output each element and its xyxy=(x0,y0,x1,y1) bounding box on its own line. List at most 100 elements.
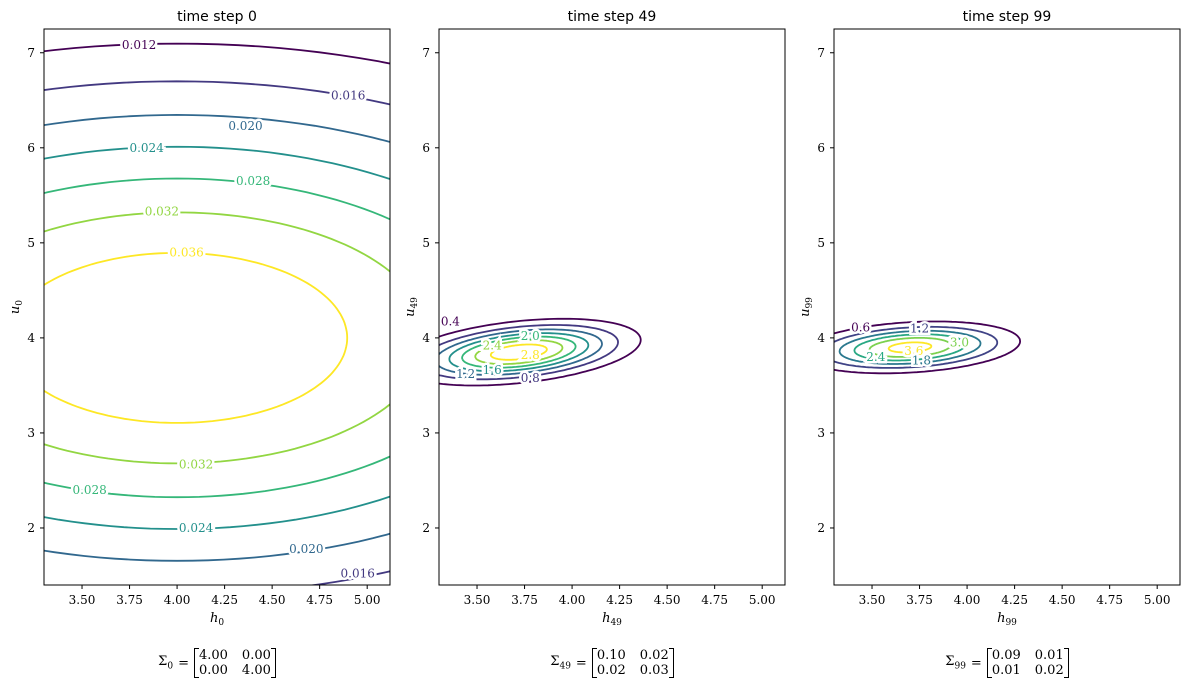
contour-label: 0.032 xyxy=(179,457,213,471)
contour-label: 2.0 xyxy=(521,329,540,343)
y-tick-label: 6 xyxy=(27,141,35,155)
contour-line xyxy=(44,80,390,585)
contour-label: 0.036 xyxy=(169,245,203,259)
contour-line xyxy=(448,332,590,373)
contour-line xyxy=(44,114,390,562)
y-tick-label: 7 xyxy=(27,46,35,60)
contour-line xyxy=(44,145,390,530)
y-tick-label: 4 xyxy=(422,331,430,345)
sigma-entry: 0.09 xyxy=(991,648,1021,663)
x-tick-label: 4.50 xyxy=(259,593,286,607)
contour-label: 2.8 xyxy=(521,348,540,362)
contour-label: 3.6 xyxy=(904,344,923,358)
contour-label: 0.016 xyxy=(331,89,365,103)
panel-1: 0.4 2.0 2.4 2.8 1.2 1.6 0.8 3.50 3.75 4.00 4.25 4.5… xyxy=(403,9,786,628)
sigma-entry: 0.03 xyxy=(639,663,669,678)
contour-line xyxy=(44,251,349,424)
panel-0: 0.012 0.016 0.020 0.024 0.028 0.032 0.036 0.032… xyxy=(8,9,391,628)
sigma-entry: 4.00 xyxy=(198,648,228,663)
x-tick-label: 3.50 xyxy=(859,593,886,607)
contour-label: 0.6 xyxy=(851,320,870,334)
y-tick-label: 5 xyxy=(27,236,35,250)
x-tick-label: 4.25 xyxy=(606,593,633,607)
y-tick-label: 2 xyxy=(422,521,430,535)
sigma-entry: 0.01 xyxy=(1034,648,1064,663)
plot-frame xyxy=(438,28,786,586)
y-tick-label: 7 xyxy=(422,46,430,60)
contour-line xyxy=(439,317,642,387)
x-tick-label: 3.50 xyxy=(464,593,491,607)
contour-line xyxy=(868,336,952,358)
x-tick-label: 3.75 xyxy=(906,593,933,607)
x-tick-label: 3.75 xyxy=(116,593,143,607)
y-tick-label: 5 xyxy=(422,236,430,250)
contour-label: 1.6 xyxy=(483,363,502,377)
plot-frame xyxy=(833,28,1181,586)
panel-title: time step 0 xyxy=(177,9,257,25)
sigma-entry: 0.00 xyxy=(241,648,271,663)
y-tick-label: 2 xyxy=(27,521,35,535)
contour-label: 0.016 xyxy=(341,567,375,581)
x-axis-label: h99 xyxy=(997,611,1017,628)
contour-label: 3.0 xyxy=(950,336,969,350)
x-tick-label: 4.50 xyxy=(654,593,681,607)
sigma-entry: 0.10 xyxy=(596,648,626,663)
sigma-matrix: Σ0 = 4.00 0.00 0.00 4.00 xyxy=(158,648,276,678)
x-tick-label: 4.25 xyxy=(211,593,238,607)
contour-label: 0.4 xyxy=(441,315,460,329)
contour-label: 2.4 xyxy=(483,338,502,352)
y-tick-label: 7 xyxy=(817,46,825,60)
y-tick-label: 3 xyxy=(817,426,825,440)
contour-line xyxy=(489,343,548,361)
panel-2: 0.6 1.2 3.0 3.6 2.4 1.8 3.50 3.75 4.00 4.25 4.50 4.… xyxy=(798,9,1181,628)
contour-label: 1.2 xyxy=(456,367,475,381)
y-tick-label: 4 xyxy=(817,331,825,345)
contour-line xyxy=(474,339,564,366)
sigma-entry: 0.02 xyxy=(639,648,669,663)
contour-label: 2.4 xyxy=(866,350,885,364)
contour-line xyxy=(461,335,577,369)
sigma-matrix: Σ99 = 0.09 0.01 0.01 0.02 xyxy=(945,648,1069,678)
contour-line xyxy=(834,320,1022,375)
sigma-entry: 0.02 xyxy=(596,663,626,678)
contour-label: 0.028 xyxy=(72,483,106,497)
x-axis-label: h49 xyxy=(602,611,622,628)
contour-label: 1.8 xyxy=(912,354,931,368)
x-tick-label: 5.00 xyxy=(354,593,381,607)
x-tick-label: 3.50 xyxy=(69,593,96,607)
contour-label: 1.2 xyxy=(910,321,929,335)
y-tick-label: 2 xyxy=(817,521,825,535)
contour-label: 0.020 xyxy=(228,119,262,133)
sigma-entry: 4.00 xyxy=(241,663,271,678)
x-tick-label: 4.75 xyxy=(306,593,333,607)
contour-label: 0.012 xyxy=(122,38,156,52)
contour-line xyxy=(44,42,390,65)
y-tick-label: 3 xyxy=(422,426,430,440)
contour-line xyxy=(834,325,999,369)
x-tick-label: 3.75 xyxy=(511,593,538,607)
y-axis-label: u49 xyxy=(403,297,420,317)
panel-title: time step 49 xyxy=(568,9,657,25)
y-axis-label: u0 xyxy=(8,300,25,314)
x-tick-label: 5.00 xyxy=(749,593,776,607)
y-axis-label: u99 xyxy=(798,297,815,317)
panel-title: time step 99 xyxy=(963,9,1052,25)
contour-label: 0.020 xyxy=(289,542,323,556)
x-tick-label: 4.75 xyxy=(1096,593,1123,607)
x-tick-label: 4.00 xyxy=(559,593,586,607)
contour-line xyxy=(44,177,390,499)
contour-line xyxy=(887,341,933,354)
sigma-entry: 0.00 xyxy=(198,663,228,678)
y-tick-label: 5 xyxy=(817,236,825,250)
y-tick-label: 3 xyxy=(27,426,35,440)
contour-label: 0.8 xyxy=(521,371,540,385)
sigma-entry: 0.02 xyxy=(1034,663,1064,678)
x-tick-label: 4.00 xyxy=(954,593,981,607)
contour-line xyxy=(439,324,619,381)
sigma-matrix: Σ49 = 0.10 0.02 0.02 0.03 xyxy=(550,648,674,678)
x-tick-label: 4.25 xyxy=(1001,593,1028,607)
x-axis-label: h0 xyxy=(210,611,224,628)
contour-label: 0.032 xyxy=(145,204,179,218)
y-tick-label: 6 xyxy=(422,141,430,155)
